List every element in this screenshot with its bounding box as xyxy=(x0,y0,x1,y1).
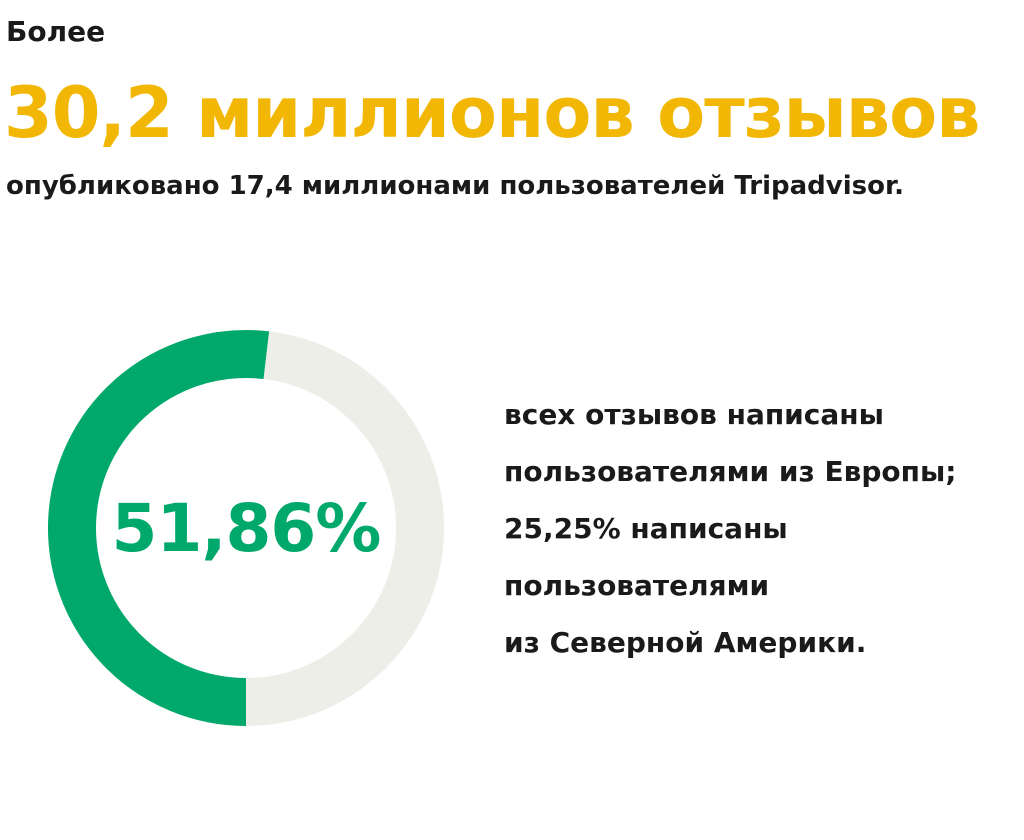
description-line: из Северной Америки. xyxy=(504,626,867,659)
donut-chart: 51,86% xyxy=(46,328,446,728)
description-line: 25,25% написаны xyxy=(504,512,788,545)
description-block: всех отзывов написаны пользователями из … xyxy=(504,386,1004,671)
description-line: пользователями xyxy=(504,569,770,602)
intro-text: Более xyxy=(6,15,106,48)
description-line: пользователями из Европы; xyxy=(504,455,957,488)
headline-reviews-count: 30,2 миллионов отзывов xyxy=(4,72,980,154)
description-line: всех отзывов написаны xyxy=(504,398,884,431)
donut-svg xyxy=(48,330,444,726)
subline-text: опубликовано 17,4 миллионами пользовател… xyxy=(6,171,904,201)
donut-center-value: 51,86% xyxy=(111,489,382,567)
donut-segment-europe xyxy=(48,330,270,726)
